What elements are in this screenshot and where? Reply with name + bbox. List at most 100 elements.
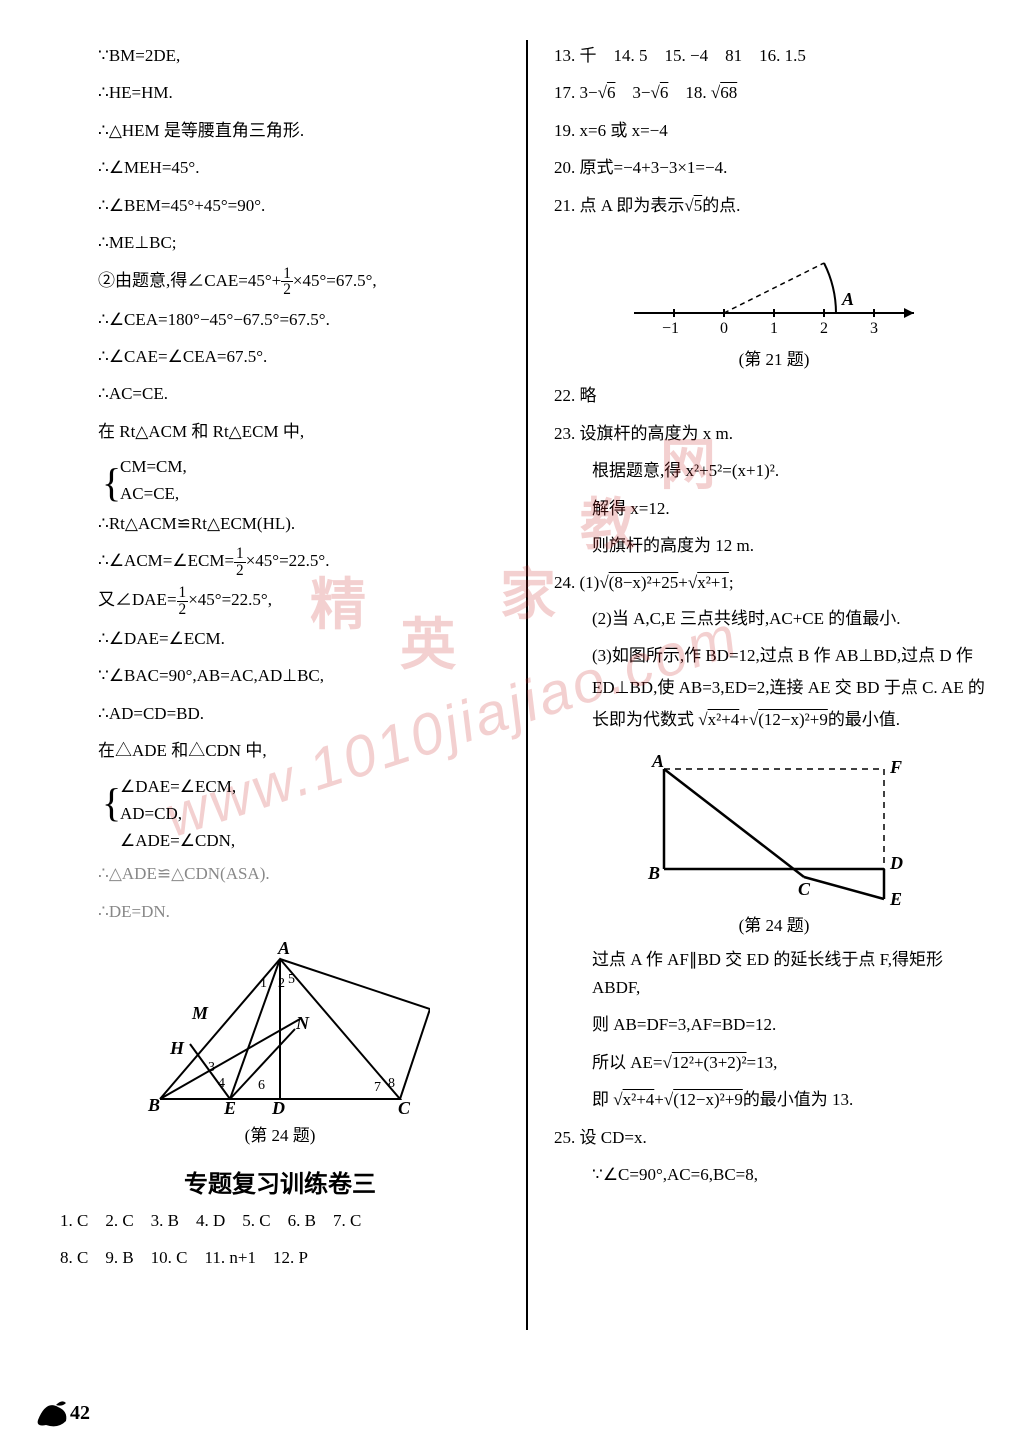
text-span: ×45°=22.5°, bbox=[188, 590, 272, 609]
text-span: 又∠DAE= bbox=[98, 590, 177, 609]
sqrt: √6 bbox=[598, 83, 616, 102]
sqrt: √x²+1 bbox=[688, 573, 729, 592]
text-span: 21. 点 A 即为表示 bbox=[554, 196, 684, 215]
brace-line: CM=CM, bbox=[120, 453, 500, 480]
text-line: 所以 AE=√12²+(3+2)²=13, bbox=[554, 1047, 994, 1078]
sqrt: √(12−x)²+9 bbox=[664, 1090, 743, 1109]
text-span: ; bbox=[729, 573, 734, 592]
text-span: + bbox=[739, 710, 749, 729]
sqrt: √x²+4 bbox=[613, 1090, 654, 1109]
text-line: ∵∠C=90°,AC=6,BC=8, bbox=[554, 1159, 994, 1190]
svg-text:2: 2 bbox=[820, 320, 828, 337]
text-span: 17. 3− bbox=[554, 83, 598, 102]
section-title: 专题复习训练卷三 bbox=[60, 1164, 500, 1199]
text-span: + bbox=[654, 1090, 664, 1109]
svg-text:A: A bbox=[841, 289, 854, 309]
text-span: 即 bbox=[592, 1090, 613, 1109]
answer-row: 1. C 2. C 3. B 4. D 5. C 6. B 7. C bbox=[60, 1205, 500, 1236]
brace-system: CM=CM, AC=CE, bbox=[60, 453, 500, 507]
text-line: ②由题意,得∠CAE=45°+12×45°=67.5°, bbox=[60, 265, 500, 298]
sqrt: √6 bbox=[651, 83, 669, 102]
figure-24-rect: A B C D E F bbox=[624, 749, 924, 909]
svg-text:1: 1 bbox=[770, 320, 778, 337]
svg-text:C: C bbox=[398, 1098, 411, 1118]
svg-text:B: B bbox=[647, 863, 660, 883]
svg-text:E: E bbox=[889, 889, 902, 909]
text-span: 的点. bbox=[702, 196, 740, 215]
page-number: 42 bbox=[70, 1402, 90, 1425]
sqrt: √5 bbox=[684, 196, 702, 215]
sqrt: √(12−x)²+9 bbox=[749, 710, 828, 729]
sqrt: √(8−x)²+25 bbox=[599, 573, 678, 592]
svg-text:C: C bbox=[798, 879, 811, 899]
brace-line: AC=CE, bbox=[120, 480, 500, 507]
text-span: 18. bbox=[668, 83, 711, 102]
svg-text:3: 3 bbox=[870, 320, 878, 337]
svg-text:D: D bbox=[889, 853, 903, 873]
fraction: 12 bbox=[177, 585, 189, 617]
text-line: 根据题意,得 x²+5²=(x+1)². bbox=[554, 455, 994, 486]
text-span: ×45°=67.5°, bbox=[293, 271, 377, 290]
brace-system: ∠DAE=∠ECM, AD=CD, ∠ADE=∠CDN, bbox=[60, 773, 500, 855]
figure-24-triangle: A B C D E F H M N 1 2 5 3 4 6 7 8 bbox=[130, 939, 430, 1119]
column-divider bbox=[526, 40, 528, 1330]
figure-21-numberline: −1 0 1 2 3 A bbox=[614, 233, 934, 343]
svg-text:−1: −1 bbox=[662, 320, 679, 337]
page-container: ∵BM=2DE, ∴HE=HM. ∴△HEM 是等腰直角三角形. ∴∠MEH=4… bbox=[60, 40, 1004, 1425]
svg-text:M: M bbox=[191, 1003, 209, 1023]
text-line: 解得 x=12. bbox=[554, 493, 994, 524]
answer-row: 8. C 9. B 10. C 11. n+1 12. P bbox=[60, 1242, 500, 1273]
text-line: 23. 设旗杆的高度为 x m. bbox=[554, 418, 994, 449]
svg-text:F: F bbox=[429, 993, 430, 1013]
sqrt: √12²+(3+2)² bbox=[663, 1053, 747, 1072]
text-line: 过点 A 作 AF∥BD 交 ED 的延长线于点 F,得矩形 ABDF, bbox=[554, 946, 994, 1004]
text-span: 3− bbox=[615, 83, 650, 102]
svg-text:F: F bbox=[889, 757, 902, 777]
text-line: 则 AB=DF=3,AF=BD=12. bbox=[554, 1009, 994, 1040]
figure-caption: (第 24 题) bbox=[554, 911, 994, 936]
left-column: ∵BM=2DE, ∴HE=HM. ∴△HEM 是等腰直角三角形. ∴∠MEH=4… bbox=[60, 40, 500, 1425]
text-line: ∴∠CAE=∠CEA=67.5°. bbox=[60, 341, 500, 372]
text-line: (2)当 A,C,E 三点共线时,AC+CE 的值最小. bbox=[554, 605, 994, 634]
text-line: ∴∠ACM=∠ECM=12×45°=22.5°. bbox=[60, 545, 500, 578]
brace-line: ∠ADE=∠CDN, bbox=[120, 827, 500, 854]
svg-text:N: N bbox=[295, 1013, 310, 1033]
text-line: 25. 设 CD=x. bbox=[554, 1122, 994, 1153]
sqrt: √68 bbox=[711, 83, 737, 102]
text-span: =13, bbox=[747, 1053, 778, 1072]
text-line: 17. 3−√6 3−√6 18. √68 bbox=[554, 77, 994, 108]
text-span: ×45°=22.5°. bbox=[246, 551, 330, 570]
text-line: 20. 原式=−4+3−3×1=−4. bbox=[554, 152, 994, 183]
brace-line: AD=CD, bbox=[120, 800, 500, 827]
text-line: ∴ME⊥BC; bbox=[60, 227, 500, 258]
text-line: ∴△HEM 是等腰直角三角形. bbox=[60, 115, 500, 146]
text-line: ∴HE=HM. bbox=[60, 77, 500, 108]
text-span: 的最小值为 13. bbox=[743, 1090, 854, 1109]
svg-text:7: 7 bbox=[374, 1080, 381, 1095]
text-line: 在 Rt△ACM 和 Rt△ECM 中, bbox=[60, 416, 500, 447]
figure-caption: (第 24 题) bbox=[60, 1121, 500, 1146]
text-span: 所以 AE= bbox=[592, 1053, 663, 1072]
text-line: 24. (1)√(8−x)²+25+√x²+1; bbox=[554, 567, 994, 598]
text-span: ②由题意,得∠CAE=45°+ bbox=[98, 271, 281, 290]
text-line: ∴Rt△ACM≌Rt△ECM(HL). bbox=[60, 508, 500, 539]
svg-text:3: 3 bbox=[208, 1060, 215, 1075]
text-line: ∴DE=DN. bbox=[60, 896, 500, 927]
text-line: 则旗杆的高度为 12 m. bbox=[554, 530, 994, 561]
svg-text:8: 8 bbox=[388, 1076, 395, 1091]
svg-text:B: B bbox=[147, 1095, 160, 1115]
text-span: ∴∠ACM=∠ECM= bbox=[98, 551, 234, 570]
svg-text:A: A bbox=[277, 939, 290, 958]
text-line: 即 √x²+4+√(12−x)²+9的最小值为 13. bbox=[554, 1084, 994, 1115]
text-line: ∴∠DAE=∠ECM. bbox=[60, 623, 500, 654]
svg-text:4: 4 bbox=[218, 1076, 225, 1091]
text-line: 13. 千 14. 5 15. −4 81 16. 1.5 bbox=[554, 40, 994, 71]
right-column: 13. 千 14. 5 15. −4 81 16. 1.5 17. 3−√6 3… bbox=[554, 40, 994, 1425]
fraction: 12 bbox=[234, 546, 246, 578]
brace-line: ∠DAE=∠ECM, bbox=[120, 773, 500, 800]
text-line: ∴AD=CD=BD. bbox=[60, 698, 500, 729]
sqrt: √x²+4 bbox=[698, 710, 739, 729]
svg-text:E: E bbox=[223, 1098, 236, 1118]
text-line: 21. 点 A 即为表示√5的点. bbox=[554, 190, 994, 221]
text-line: 22. 略 bbox=[554, 380, 994, 411]
